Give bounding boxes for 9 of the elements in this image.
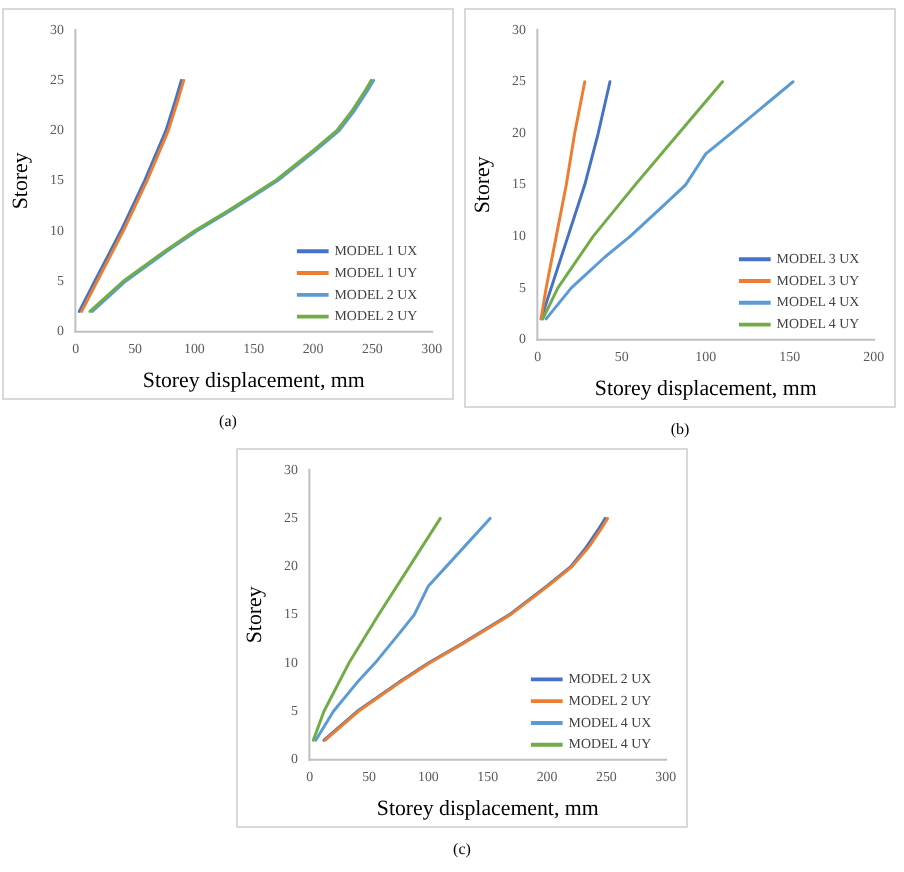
text: (c) (451, 840, 473, 858)
y-axis-title: Storey (242, 585, 267, 644)
x-axis-title: Storey displacement, mm (376, 796, 600, 821)
y-axis-title: Storey (8, 151, 33, 210)
x-axis-title: Storey displacement, mm (594, 376, 818, 401)
text: (a) (217, 412, 239, 430)
y-axis-title: Storey (470, 155, 495, 214)
x-axis-title: Storey displacement, mm (142, 368, 366, 393)
text: (b) (668, 420, 692, 438)
